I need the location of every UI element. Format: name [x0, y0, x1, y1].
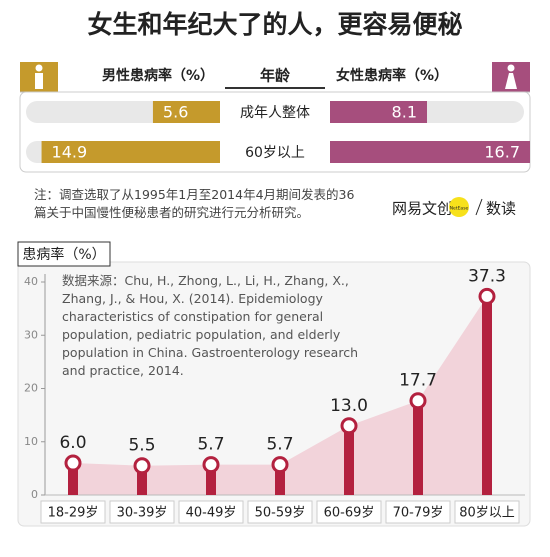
header: 年龄: [260, 67, 291, 85]
x-tick-label: 30-39岁: [117, 506, 168, 521]
value-label: 5.6: [163, 103, 188, 122]
bar: [152, 101, 220, 123]
male-icon: [35, 73, 43, 89]
logo-slash: [475, 198, 483, 216]
y-tick-label: 20: [24, 382, 38, 395]
value-label: 17.7: [399, 371, 437, 391]
point: [271, 456, 289, 474]
x-tick-label: 70-79岁: [393, 506, 444, 521]
logo-section: 数读: [486, 200, 516, 218]
category-label: 成年人整体: [240, 105, 310, 121]
point: [409, 392, 427, 410]
logo-badge: [449, 197, 469, 217]
x-tick-label: 50-59岁: [255, 506, 306, 521]
area: [73, 296, 487, 495]
point: [202, 456, 220, 474]
source-annotation: 数据来源：Chu, H., Zhong, L., Li, H., Zhang, …: [62, 273, 359, 378]
category-label: 60岁以上: [245, 145, 305, 161]
value-label: 14.9: [52, 143, 88, 162]
category-box: [316, 500, 382, 524]
logo-brand: 网易文创: [392, 200, 452, 218]
point: [478, 287, 496, 305]
x-tick-label: 60-69岁: [324, 506, 375, 521]
ylabel-box: [17, 241, 111, 267]
female-icon: [505, 73, 517, 89]
x-tick-label: 18-29岁: [48, 506, 99, 521]
male-icon: [35, 64, 43, 72]
category-box: [385, 500, 451, 524]
value-label: 5.7: [197, 435, 224, 455]
category-box: [247, 500, 313, 524]
note: 注：调查选取了从1995年1月至2014年4月期间发表的36篇关于中国慢性便秘患…: [34, 187, 355, 220]
category-box: [178, 500, 244, 524]
category-box: [454, 500, 520, 524]
bar: [330, 101, 428, 123]
bar: [41, 141, 220, 163]
point: [340, 417, 358, 435]
header: 男性患病率（%）: [102, 67, 214, 84]
x-tick-label: 80岁以上: [459, 506, 515, 521]
value-label: 5.5: [128, 436, 155, 456]
point: [133, 457, 151, 475]
category-box: [40, 500, 106, 524]
y-tick-label: 10: [24, 435, 38, 448]
x-tick-label: 40-49岁: [186, 506, 237, 521]
logo-badge-text: NetEase: [450, 206, 469, 212]
value-label: 16.7: [484, 143, 520, 162]
title: 女生和年纪大了的人，更容易便秘: [87, 10, 462, 39]
value-label: 8.1: [392, 103, 417, 122]
category-box: [220, 100, 330, 124]
bar: [330, 141, 530, 163]
female-icon: [507, 64, 515, 72]
value-label: 37.3: [468, 266, 506, 286]
point: [64, 454, 82, 472]
header: 女性患病率（%）: [336, 67, 448, 84]
y-tick-label: 30: [24, 328, 38, 341]
y-tick-label: 0: [31, 488, 38, 501]
y-axis-label: 患病率（%）: [22, 246, 105, 263]
category-box: [220, 140, 330, 164]
value-label: 6.0: [59, 433, 86, 453]
value-label: 5.7: [266, 435, 293, 455]
category-box: [109, 500, 175, 524]
y-tick-label: 40: [24, 275, 38, 288]
value-label: 13.0: [330, 396, 368, 416]
